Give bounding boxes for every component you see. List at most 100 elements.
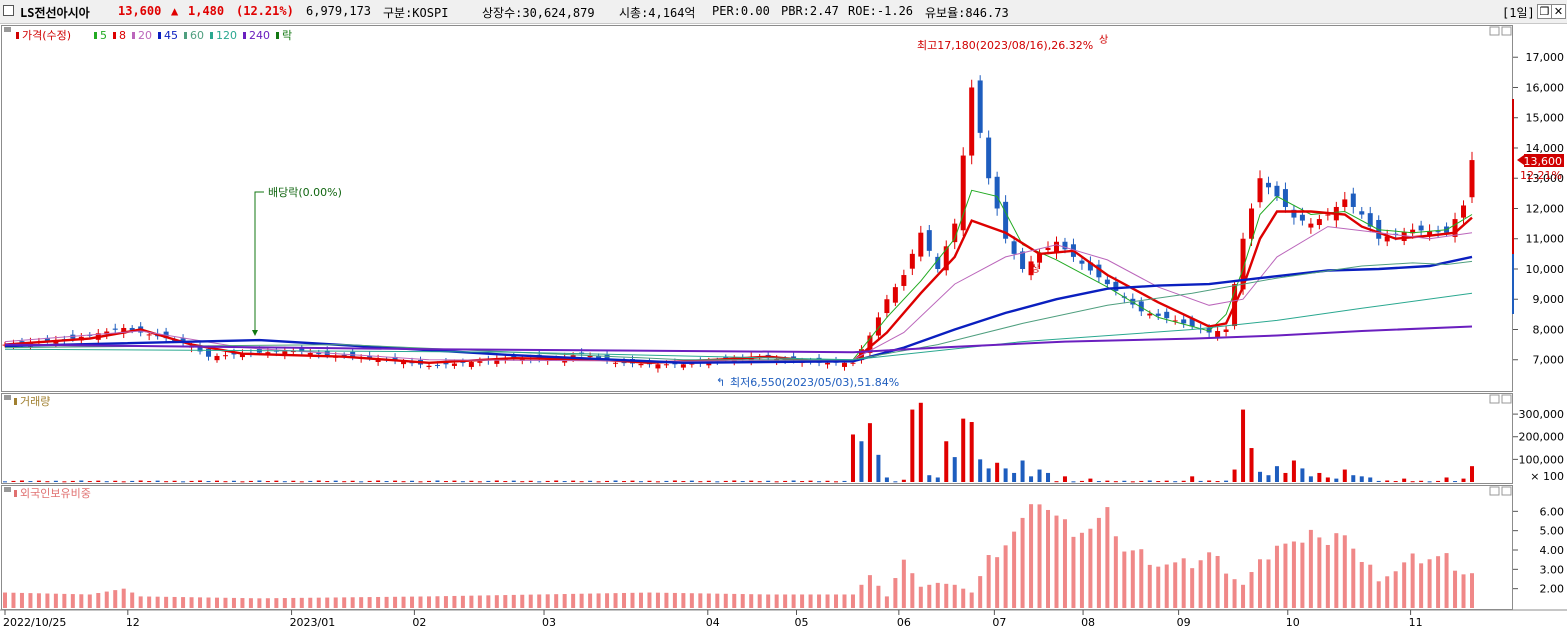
period-selector[interactable]: [1일]: [1502, 6, 1535, 20]
volume-bar: [808, 480, 813, 482]
price-tick-label: 13,000: [1526, 172, 1565, 185]
volume-bar: [214, 480, 219, 482]
legend-label: 가격(수정): [22, 29, 71, 42]
volume-bar: [1308, 476, 1313, 482]
pane-close-icon[interactable]: [1501, 486, 1512, 496]
candle-body: [1325, 214, 1331, 216]
volume-tick-label: 200,000: [1519, 431, 1565, 444]
volume-bar: [1334, 478, 1339, 482]
pane-close-icon[interactable]: [1501, 26, 1512, 36]
volume-bar: [1198, 480, 1203, 482]
volume-bar: [443, 481, 448, 483]
candle-body: [1410, 229, 1416, 234]
price-pane-buttons[interactable]: [4, 26, 1512, 36]
pane-close-icon[interactable]: [1501, 394, 1512, 404]
volume-bar: [282, 481, 287, 483]
candle-body: [935, 256, 941, 269]
foreign-bar: [715, 593, 720, 608]
volume-tick-label: 300,000: [1519, 408, 1565, 421]
pane-restore-icon[interactable]: [1489, 486, 1500, 496]
candle-body: [1189, 318, 1195, 327]
candle-body: [1155, 313, 1161, 316]
foreign-bar: [1470, 573, 1474, 608]
volume-bar: [189, 480, 194, 482]
candle-body: [875, 317, 881, 336]
volume-bar: [698, 481, 703, 483]
foreign-bar: [172, 596, 177, 608]
foreign-pane-buttons[interactable]: [4, 486, 1512, 496]
volume-tick-label: 100,000: [1519, 453, 1565, 466]
foreign-bar: [265, 598, 270, 608]
candle-body: [884, 299, 890, 314]
pane-menu-icon[interactable]: [4, 395, 11, 400]
pane-restore-icon[interactable]: [1489, 26, 1500, 36]
foreign-bar: [342, 597, 347, 608]
volume-legend-marker: [14, 398, 17, 405]
foreign-bar: [1232, 579, 1237, 608]
volume-bar: [825, 480, 830, 482]
volume-bar: [1079, 480, 1084, 482]
price-tick-label: 16,000: [1526, 81, 1565, 94]
volume-bar: [1376, 480, 1381, 482]
foreign-bar: [435, 596, 440, 608]
candle-body: [1384, 236, 1390, 242]
volume-bar: [1427, 481, 1432, 483]
foreign-bar: [477, 595, 482, 608]
volume-pane-buttons[interactable]: [4, 394, 1512, 404]
foreign-bar: [3, 592, 7, 608]
pane-restore-icon[interactable]: [1489, 394, 1500, 404]
price-tick-label: 12,000: [1526, 202, 1565, 215]
pane-menu-icon[interactable]: [4, 27, 11, 32]
foreign-bar: [766, 594, 771, 608]
price-tick-label: 17,000: [1526, 51, 1565, 64]
price-tick-label: 8,000: [1533, 323, 1565, 336]
foreign-bar: [571, 593, 576, 608]
price-legend: 가격(수정) 5 8 20 45 60 120 240 락: [16, 29, 292, 42]
foreign-bar: [359, 597, 364, 608]
foreign-bar: [1291, 541, 1296, 608]
last-price-tag: [1524, 154, 1564, 167]
candle-body: [901, 275, 907, 286]
candle-body: [146, 334, 152, 336]
legend-marker: [16, 32, 19, 39]
volume-bar: [893, 481, 898, 483]
foreign-bar: [689, 593, 694, 608]
restore-icon[interactable]: ❐: [1537, 4, 1552, 19]
volume-bar: [1113, 481, 1118, 483]
candle-body: [994, 176, 1000, 209]
foreign-bar: [655, 592, 660, 608]
legend-label: 20: [138, 29, 152, 42]
candle-body: [892, 287, 898, 303]
foreign-bar: [1113, 536, 1118, 608]
volume-bar: [299, 481, 304, 483]
foreign-bar: [1139, 549, 1144, 608]
volume-bar: [316, 480, 321, 482]
foreign-bar: [325, 597, 330, 608]
low-arrow-icon: ↰: [716, 376, 725, 389]
volume-bar: [1419, 480, 1424, 482]
foreign-bar: [121, 588, 126, 608]
legend-marker: [132, 32, 135, 39]
candle-body: [460, 361, 466, 363]
volume-bar: [1105, 480, 1110, 482]
volume-bar: [554, 480, 559, 482]
volume-bar: [969, 422, 974, 482]
candle-body: [1299, 214, 1305, 221]
volume-bar: [164, 481, 169, 483]
volume-bar: [1130, 481, 1135, 483]
foreign-bar: [1359, 561, 1364, 608]
volume-bar: [630, 480, 635, 482]
candle-body: [1342, 199, 1348, 207]
candle-body: [299, 348, 305, 352]
foreign-bar: [1342, 535, 1347, 608]
foreign-bar: [1376, 581, 1381, 608]
header-checkbox[interactable]: [3, 5, 14, 16]
close-icon[interactable]: ✕: [1551, 4, 1566, 19]
volume-bar: [1393, 481, 1398, 483]
volume-bar: [834, 481, 839, 483]
pane-menu-icon[interactable]: [4, 487, 11, 492]
foreign-bar: [554, 594, 559, 608]
foreign-bar: [240, 598, 245, 608]
candle-body: [1079, 260, 1085, 264]
volume-bar: [1020, 460, 1025, 482]
